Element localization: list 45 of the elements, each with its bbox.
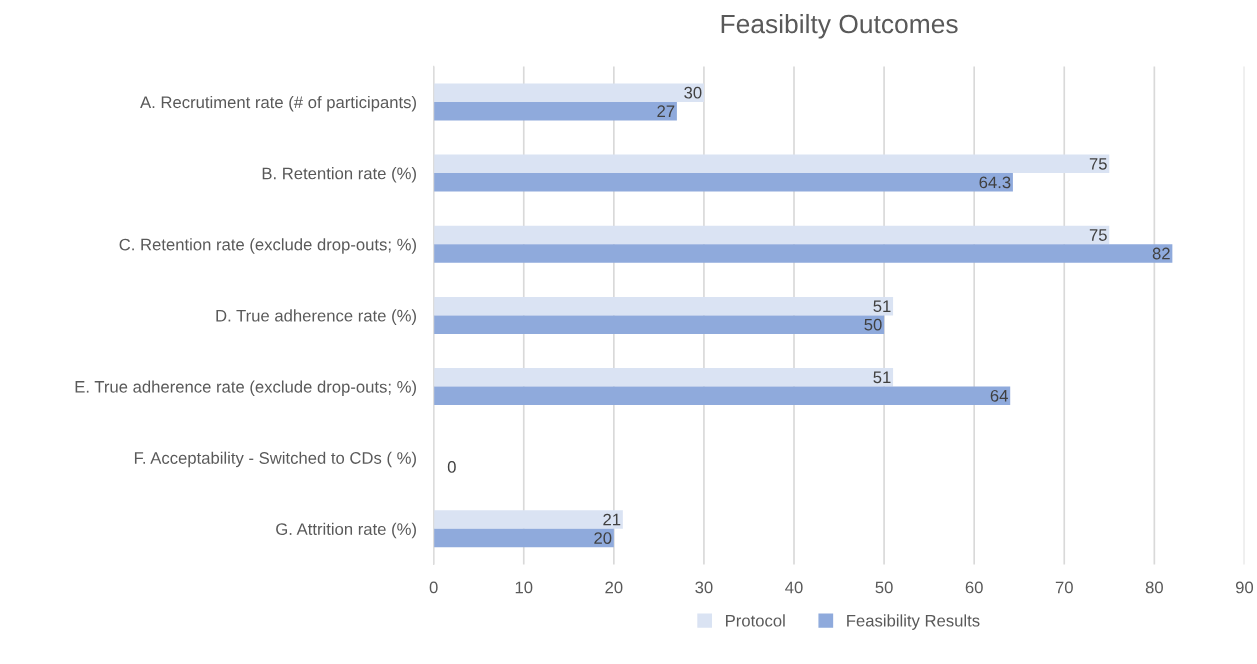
data-label: 64.3	[979, 176, 1011, 189]
x-tick-label: 40	[785, 581, 803, 594]
data-label: 0	[447, 461, 456, 473]
x-tick-label: 30	[695, 581, 713, 594]
legend-label: Feasibility Results	[847, 614, 980, 630]
x-tick-label: 70	[1055, 581, 1073, 594]
y-tick-label: F. Acceptability - Switched to CDs ( %)	[134, 451, 416, 468]
x-tick-label: 20	[605, 581, 623, 594]
y-tick-label: C. Retention rate (exclude drop-outs; %)	[119, 238, 416, 254]
bar	[433, 83, 704, 102]
bar	[433, 225, 1110, 245]
chart-title: Feasibilty Outcomes	[721, 13, 958, 39]
data-label: 75	[1089, 158, 1107, 170]
bar	[433, 154, 1110, 174]
data-label: 64	[990, 389, 1008, 402]
legend-label: Protocol	[726, 614, 785, 627]
bar	[433, 101, 677, 121]
bar	[433, 244, 1173, 263]
bar	[433, 173, 1013, 192]
y-tick-label: G. Attrition rate (%)	[276, 522, 416, 539]
bar	[433, 528, 614, 548]
bar	[433, 296, 894, 316]
y-tick-label: E. True adherence rate (exclude drop-outs; %)	[75, 380, 416, 397]
x-tick-label: 10	[515, 581, 533, 594]
data-label: 21	[603, 513, 621, 526]
y-tick-label: B. Retention rate (%)	[262, 167, 416, 183]
data-label: 27	[657, 105, 675, 117]
bar	[433, 368, 894, 387]
data-label: 30	[684, 86, 702, 99]
data-label: 50	[864, 318, 882, 331]
y-tick-label: A. Recrutiment rate (# of participants)	[140, 95, 416, 112]
x-tick-label: 60	[965, 581, 983, 594]
x-tick-label: 80	[1145, 581, 1163, 594]
x-tick-label: 50	[875, 581, 893, 594]
bar	[433, 386, 1011, 406]
x-tick-label: 0	[429, 581, 438, 594]
data-label: 20	[594, 532, 612, 544]
bar	[433, 315, 885, 334]
data-label: 51	[873, 371, 891, 384]
bar	[433, 510, 623, 529]
x-tick-label: 90	[1235, 581, 1254, 594]
data-label: 51	[873, 300, 891, 313]
data-label: 75	[1089, 229, 1107, 241]
y-tick-label: D. True adherence rate (%)	[216, 309, 416, 325]
data-label: 82	[1152, 247, 1170, 260]
